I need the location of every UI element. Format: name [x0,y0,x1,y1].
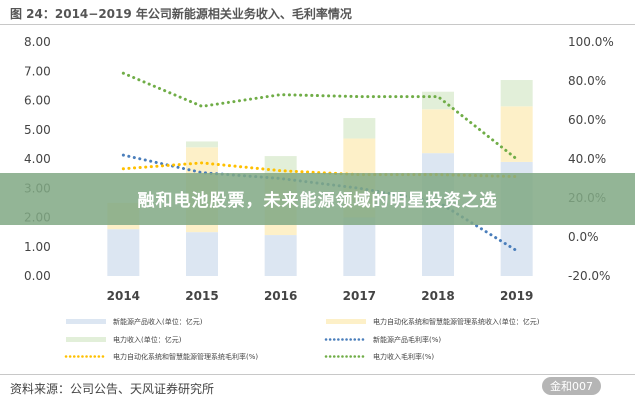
legend-label: 电力收入毛利率(%) [373,352,434,361]
x-tick-label: 2019 [500,289,533,303]
y-right-tick-label: 40.0% [568,152,606,166]
bar-segment [343,217,376,276]
bar-segment [264,235,297,276]
y-left-tick-label: 1.00 [24,240,51,254]
legend-label: 电力自动化系统和智慧能源管理系统收入(单位：亿元) [373,317,540,326]
series-line [121,161,519,179]
y-right-tick-label: 60.0% [568,113,606,127]
y-right-tick-label: -20.0% [568,269,610,283]
footer-divider [0,374,635,375]
y-right-tick-label: 100.0% [568,35,614,49]
figure-title: 图 24：2014−2019 年公司新能源相关业务收入、毛利率情况 [10,7,352,21]
banner-headline: 融和电池股票，未来能源领域的明星投资之选 [137,191,498,211]
y-left-tick-label: 5.00 [24,123,51,137]
bar-segment [264,156,297,174]
y-left-tick-label: 4.00 [24,152,51,166]
x-tick-label: 2016 [264,289,297,303]
y-left-tick-label: 7.00 [24,64,51,78]
bar-segment [422,109,454,154]
legend-label: 电力收入(单位：亿元) [113,335,182,344]
legend-label: 新能源产品毛利率(%) [373,335,441,344]
bar-segment [107,229,140,276]
y-left-tick-label: 6.00 [24,94,51,108]
legend-swatch [326,319,366,324]
legend-swatch [66,337,106,342]
x-tick-label: 2018 [421,289,454,303]
watermark-badge: 金和007 [542,377,601,395]
x-tick-label: 2017 [343,289,376,303]
legend-label: 电力自动化系统和智慧能源管理系统毛利率(%) [113,352,258,361]
series-line [121,71,519,161]
y-right-tick-label: 80.0% [568,74,606,88]
bar-segment [186,141,218,148]
legend-swatch [66,319,106,324]
bar-segment [343,118,376,139]
bar-segment [500,106,533,162]
series-line [121,153,519,253]
overlay-banner [0,173,635,225]
bar-segment [500,80,533,107]
legend-label: 新能源产品收入(单位：亿元) [113,317,203,326]
y-left-tick-label: 8.00 [24,35,51,49]
x-tick-label: 2014 [107,289,140,303]
title-divider [0,24,635,25]
source-note: 资料来源：公司公告、天风证券研究所 [10,382,215,396]
x-tick-label: 2015 [185,289,218,303]
y-left-tick-label: 0.00 [24,269,51,283]
y-right-tick-label: 0.0% [568,230,599,244]
bar-segment [186,232,218,276]
